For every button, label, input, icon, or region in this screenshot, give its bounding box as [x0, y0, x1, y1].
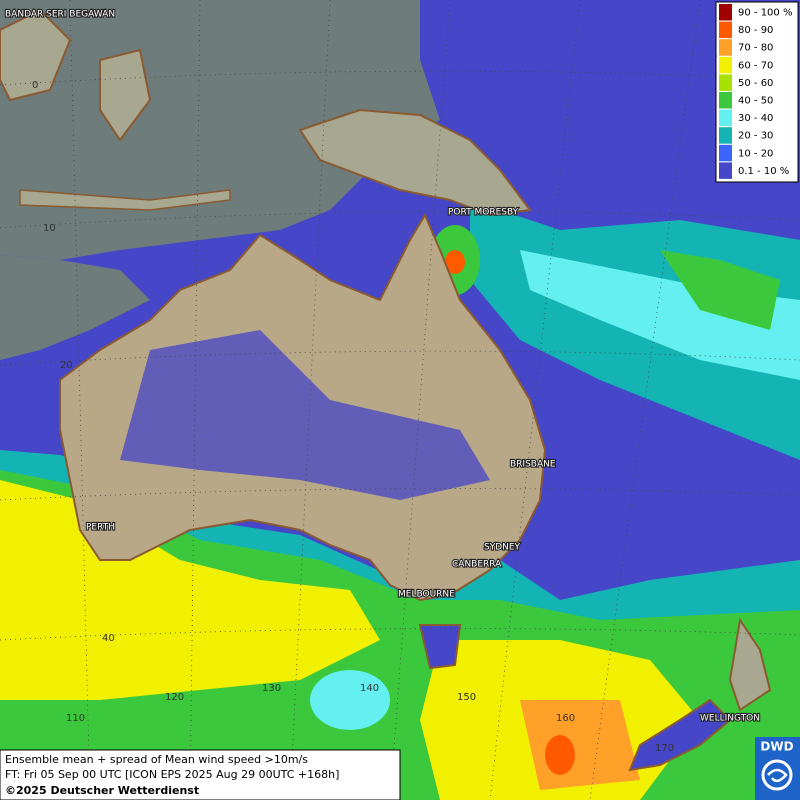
wind-band [310, 670, 390, 730]
footer-forecast: FT: Fri 05 Sep 00 UTC [ICON EPS 2025 Aug… [5, 768, 339, 781]
island [19, 189, 231, 211]
island [99, 48, 152, 142]
wind-band [520, 250, 800, 380]
legend-label: 40 - 50 [738, 96, 773, 107]
legend-swatch [719, 39, 732, 56]
wind-band [445, 250, 465, 274]
legend-label: 70 - 80 [738, 43, 773, 54]
new-guinea [298, 108, 532, 217]
legend: 90 - 100 % 80 - 90 70 - 80 60 - 70 50 - 60 40… [719, 4, 792, 179]
place-label: BRISBANE [510, 460, 556, 470]
legend-label: 10 - 20 [738, 148, 773, 159]
place-label: PORT MORESBY [448, 208, 519, 218]
legend-swatch [719, 74, 732, 91]
legend-swatch [719, 4, 732, 21]
place-label: MELBOURNE [398, 590, 455, 600]
lon-label: 160 [556, 713, 575, 724]
new-zealand [628, 698, 732, 772]
wind-band [120, 330, 490, 500]
wind-band [520, 700, 640, 790]
lon-label: 120 [165, 692, 184, 703]
lat-label: 0 [32, 80, 38, 91]
place-label: SYDNEY [484, 543, 521, 553]
tasmania [418, 624, 462, 670]
legend-label: 90 - 100 % [738, 8, 792, 19]
place-label: WELLINGTON [700, 714, 760, 724]
legend-label: 30 - 40 [738, 113, 773, 124]
footer-copyright: ©2025 Deutscher Wetterdienst [5, 784, 199, 797]
legend-swatch [719, 56, 732, 74]
wind-band [660, 250, 780, 330]
legend-label: 80 - 90 [738, 25, 773, 36]
no-signal-area [0, 255, 150, 360]
legend-swatch [719, 92, 732, 109]
lon-label: 150 [457, 692, 476, 703]
lat-label: 40 [102, 633, 115, 644]
wind-band [545, 735, 575, 775]
legend-swatch [719, 144, 732, 162]
lon-label: 130 [262, 683, 281, 694]
footer-box [0, 749, 401, 800]
lat-label: 20 [60, 360, 73, 371]
lon-label: 110 [66, 713, 85, 724]
place-label: PERTH [86, 523, 115, 533]
logo-text: DWD [760, 740, 793, 754]
island [0, 8, 72, 102]
legend-swatch [719, 127, 732, 144]
logo-icon [761, 759, 793, 791]
legend-swatch [719, 21, 732, 39]
lon-label: 140 [360, 683, 379, 694]
legend-swatch [719, 109, 732, 127]
legend-label: 50 - 60 [738, 78, 773, 89]
labels: BANDAR SERI BEGAWAN PORT MORESBY BRISBANE P… [4, 8, 761, 754]
lat-label: 10 [43, 223, 56, 234]
footer-title: Ensemble mean + spread of Mean wind spee… [5, 753, 308, 766]
legend-label: 20 - 30 [738, 131, 773, 142]
place-label: CANBERRA [452, 560, 502, 570]
legend-swatch [719, 162, 732, 179]
place-label: BANDAR SERI BEGAWAN [5, 10, 115, 20]
lon-label: 170 [655, 743, 674, 754]
legend-label: 60 - 70 [738, 60, 773, 71]
logo-icon [767, 768, 788, 783]
legend-label: 0.1 - 10 % [738, 166, 789, 177]
new-zealand [728, 617, 772, 712]
